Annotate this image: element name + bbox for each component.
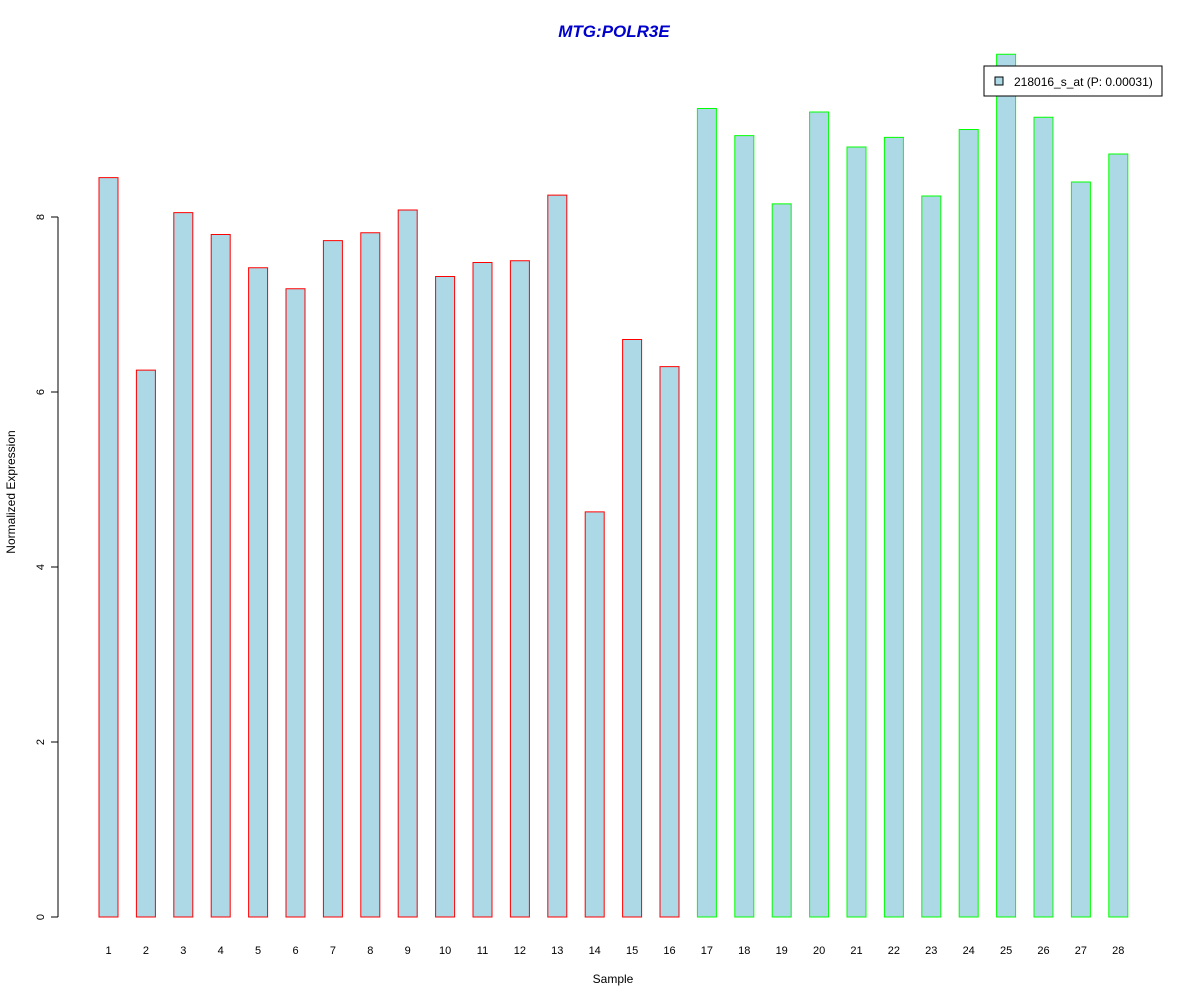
bar-sample-13 <box>547 194 568 918</box>
x-tick-label: 16 <box>663 945 675 957</box>
legend-label: 218016_s_at (P: 0.00031) <box>1014 75 1153 89</box>
x-tick-label: 7 <box>330 945 336 957</box>
x-tick-label: 21 <box>850 945 862 957</box>
x-tick-label: 19 <box>776 945 788 957</box>
x-tick-label: 28 <box>1112 945 1124 957</box>
bar-sample-1 <box>98 177 119 918</box>
bar-sample-7 <box>322 240 343 918</box>
bar-sample-3 <box>173 212 194 918</box>
chart-title: MTG:POLR3E <box>558 22 670 41</box>
x-tick-label: 22 <box>888 945 900 957</box>
x-tick-label: 23 <box>925 945 937 957</box>
legend-swatch <box>994 76 1004 86</box>
bar-sample-20 <box>809 111 830 918</box>
x-tick-label: 24 <box>963 945 975 957</box>
x-tick-label: 17 <box>701 945 713 957</box>
x-tick-label: 3 <box>180 945 186 957</box>
bar-sample-12 <box>509 260 530 918</box>
x-axis-tick-labels: 1 2 3 4 5 6 7 8 9 10 11 12 13 14 15 16 17 18 19 20 21 22 23 24 2… <box>105 945 1124 957</box>
x-tick-label: 18 <box>738 945 750 957</box>
y-axis: 0 2 4 6 8 <box>35 214 59 920</box>
bar-sample-16 <box>659 366 680 918</box>
bar-sample-26 <box>1033 116 1054 918</box>
bar-sample-6 <box>285 288 306 918</box>
x-tick-label: 4 <box>218 945 224 957</box>
x-tick-label: 12 <box>514 945 526 957</box>
x-tick-label: 6 <box>292 945 298 957</box>
bars <box>98 53 1129 918</box>
x-tick-label: 13 <box>551 945 563 957</box>
x-tick-label: 14 <box>589 945 601 957</box>
bar-sample-19 <box>771 203 792 918</box>
y-tick-label: 0 <box>35 914 47 920</box>
x-tick-label: 20 <box>813 945 825 957</box>
bar-sample-8 <box>360 232 381 918</box>
y-tick-label: 4 <box>35 564 47 570</box>
bar-sample-23 <box>921 195 942 918</box>
x-tick-label: 8 <box>367 945 373 957</box>
legend: 218016_s_at (P: 0.00031) <box>983 65 1163 97</box>
y-axis-label: Normalized Expression <box>4 430 18 553</box>
x-tick-label: 27 <box>1075 945 1087 957</box>
bar-sample-17 <box>696 108 717 918</box>
bar-sample-14 <box>584 511 605 918</box>
bar-sample-9 <box>397 209 418 918</box>
bar-sample-2 <box>135 369 156 918</box>
x-tick-label: 15 <box>626 945 638 957</box>
y-tick-label: 6 <box>35 389 47 395</box>
bar-sample-22 <box>883 136 904 918</box>
x-tick-label: 1 <box>105 945 111 957</box>
bar-sample-21 <box>846 146 867 918</box>
bar-sample-4 <box>210 234 231 918</box>
x-tick-label: 10 <box>439 945 451 957</box>
bar-sample-18 <box>734 135 755 918</box>
x-axis-label: Sample <box>593 972 634 986</box>
bar-sample-28 <box>1108 153 1129 918</box>
legend-box <box>983 65 1163 97</box>
x-tick-label: 5 <box>255 945 261 957</box>
x-tick-label: 9 <box>405 945 411 957</box>
x-tick-label: 11 <box>477 945 488 957</box>
bar-sample-27 <box>1070 181 1091 918</box>
y-tick-label: 2 <box>35 739 47 745</box>
bar-sample-24 <box>958 129 979 918</box>
y-tick-label: 8 <box>35 214 47 220</box>
bar-sample-11 <box>472 262 493 918</box>
bar-sample-15 <box>622 339 643 918</box>
x-tick-label: 25 <box>1000 945 1012 957</box>
bar-sample-5 <box>248 267 269 918</box>
bar-sample-10 <box>435 276 456 918</box>
x-tick-label: 2 <box>143 945 149 957</box>
x-tick-label: 26 <box>1037 945 1049 957</box>
bar-sample-25 <box>996 53 1017 918</box>
